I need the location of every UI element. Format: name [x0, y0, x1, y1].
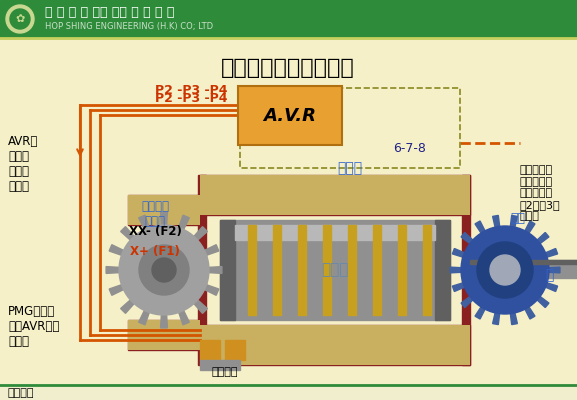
Polygon shape: [179, 310, 189, 325]
Text: 轴承: 轴承: [510, 212, 525, 224]
Bar: [200, 325, 470, 365]
Text: 轴: 轴: [545, 268, 553, 282]
Polygon shape: [138, 215, 149, 230]
Circle shape: [119, 225, 209, 315]
Polygon shape: [511, 313, 518, 324]
Polygon shape: [121, 227, 134, 240]
Polygon shape: [160, 315, 167, 328]
Text: 6-7-8: 6-7-8: [394, 142, 426, 154]
Polygon shape: [179, 215, 189, 230]
Circle shape: [139, 245, 189, 295]
Polygon shape: [493, 313, 500, 324]
Bar: [423, 225, 431, 315]
Polygon shape: [475, 307, 485, 319]
Bar: [398, 225, 406, 315]
Text: XX- (F2): XX- (F2): [129, 225, 181, 238]
Polygon shape: [109, 245, 123, 255]
Text: HOP SHING ENGINEERING (H.K) CO; LTD: HOP SHING ENGINEERING (H.K) CO; LTD: [45, 22, 213, 30]
Bar: [200, 175, 470, 215]
Polygon shape: [549, 267, 560, 273]
Circle shape: [477, 242, 533, 298]
Polygon shape: [194, 300, 207, 313]
Bar: [200, 175, 470, 215]
Bar: [200, 360, 240, 370]
Bar: [298, 225, 306, 315]
Circle shape: [461, 226, 549, 314]
Bar: [248, 225, 256, 315]
Text: AVR输
出直流
电给励
磁定子: AVR输 出直流 电给励 磁定子: [8, 135, 39, 193]
Text: 合 成 工 程 （香 港） 有 限 公 司: 合 成 工 程 （香 港） 有 限 公 司: [45, 6, 174, 20]
Bar: [200, 340, 220, 360]
Bar: [323, 225, 331, 315]
Polygon shape: [204, 285, 219, 295]
Polygon shape: [461, 296, 473, 308]
Text: ✿: ✿: [16, 14, 25, 24]
Polygon shape: [475, 221, 485, 233]
Polygon shape: [109, 285, 123, 295]
Circle shape: [6, 5, 34, 33]
Polygon shape: [194, 227, 207, 240]
Bar: [198, 175, 206, 365]
Bar: [462, 175, 470, 365]
Text: P2 -P3 -P4: P2 -P3 -P4: [155, 92, 227, 104]
Polygon shape: [160, 212, 167, 225]
Circle shape: [152, 258, 176, 282]
Polygon shape: [450, 267, 461, 273]
Text: P2 -P3 -P4: P2 -P3 -P4: [155, 84, 227, 96]
Polygon shape: [452, 283, 464, 292]
Polygon shape: [106, 266, 119, 274]
Polygon shape: [545, 248, 557, 257]
Bar: [348, 225, 356, 315]
Polygon shape: [511, 216, 518, 227]
Bar: [373, 225, 381, 315]
Circle shape: [10, 9, 30, 29]
Bar: [225, 340, 245, 360]
Bar: [273, 225, 281, 315]
Bar: [240, 88, 460, 168]
Bar: [220, 220, 450, 320]
Polygon shape: [493, 216, 500, 227]
FancyBboxPatch shape: [238, 86, 342, 145]
Bar: [200, 325, 470, 365]
Polygon shape: [525, 307, 535, 319]
Polygon shape: [537, 296, 549, 308]
Bar: [128, 320, 200, 350]
Polygon shape: [209, 266, 222, 274]
Bar: [470, 260, 577, 278]
Bar: [0, 0, 577, 38]
Polygon shape: [525, 221, 535, 233]
Bar: [220, 220, 235, 320]
Polygon shape: [461, 232, 473, 244]
Text: 内部培训: 内部培训: [8, 388, 35, 398]
Bar: [235, 225, 435, 240]
Text: PMG提供电
源给AVR（安
装时）: PMG提供电 源给AVR（安 装时）: [8, 305, 59, 348]
Text: X+ (F1): X+ (F1): [130, 246, 180, 258]
Bar: [0, 38, 577, 393]
Polygon shape: [204, 245, 219, 255]
Text: A.V.R: A.V.R: [264, 107, 317, 125]
Polygon shape: [537, 232, 549, 244]
Bar: [128, 195, 200, 225]
Bar: [435, 220, 450, 320]
Bar: [0, 385, 577, 400]
Polygon shape: [545, 283, 557, 292]
Polygon shape: [452, 248, 464, 257]
Polygon shape: [138, 310, 149, 325]
Text: 励磁转子
和定子: 励磁转子 和定子: [141, 200, 169, 228]
Text: 主定子: 主定子: [338, 161, 362, 175]
Text: 发电机基本结构和电路: 发电机基本结构和电路: [221, 58, 355, 78]
Bar: [128, 195, 200, 225]
Bar: [128, 320, 200, 350]
Text: 从主定子来
的交流电源
和传感信号
（2相或3相
感应）: 从主定子来 的交流电源 和传感信号 （2相或3相 感应）: [520, 165, 561, 222]
Bar: [470, 260, 577, 264]
Text: 整流模块: 整流模块: [212, 367, 238, 377]
Polygon shape: [121, 300, 134, 313]
Circle shape: [490, 255, 520, 285]
Text: 主转子: 主转子: [321, 262, 349, 278]
